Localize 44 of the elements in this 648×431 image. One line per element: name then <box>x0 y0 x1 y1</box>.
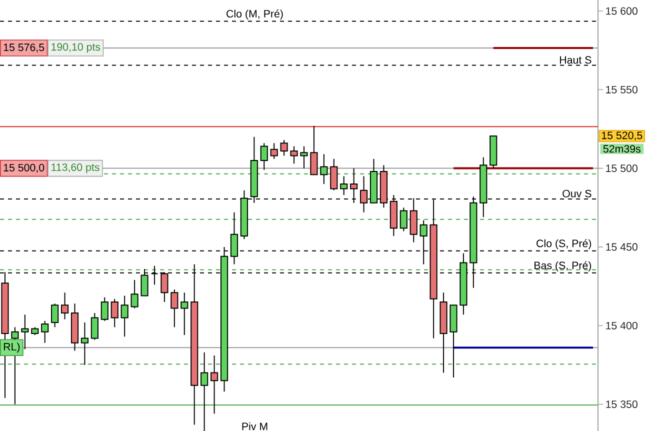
candlestick <box>170 288 178 328</box>
ref-line-label: 15 500,0 <box>4 164 44 173</box>
ref-line-label: Haut S <box>560 56 592 64</box>
candlestick <box>330 158 338 191</box>
candlestick <box>310 125 318 176</box>
candlestick <box>230 212 238 265</box>
candlestick <box>90 312 98 340</box>
candlestick <box>210 354 218 414</box>
candlestick <box>400 207 408 232</box>
annotation: 190,10 pts <box>52 43 100 53</box>
y-tick-label: 15 350 <box>606 400 638 408</box>
candlestick <box>130 279 138 309</box>
candlestick <box>200 352 208 431</box>
ref-line-label: Clo (S, Pré) <box>536 239 592 250</box>
y-tick-label: 15 500 <box>606 164 638 172</box>
ref-line-label: Clo (M, Pré) <box>226 10 283 20</box>
candlestick <box>80 322 89 366</box>
candlestick <box>260 142 268 170</box>
candlestick <box>120 295 128 338</box>
candlestick <box>270 142 278 160</box>
candlestick <box>180 292 188 336</box>
ref-line-label: Ouv S <box>562 190 592 198</box>
ref-line-label: Bas (S, Pré) <box>534 261 592 272</box>
candlestick <box>320 154 328 185</box>
candlestick <box>60 292 69 320</box>
candlestick <box>300 146 308 169</box>
text: 15 520,5 <box>602 132 642 140</box>
candlestick <box>290 146 298 164</box>
y-tick-label: 15 400 <box>606 322 638 330</box>
text: 52m39s <box>603 145 640 153</box>
y-tick-label: 15 450 <box>606 243 638 251</box>
candlestick <box>21 314 29 350</box>
candlestick <box>110 298 118 328</box>
y-tick-label: 15 550 <box>606 86 638 94</box>
y-tick-label: 15 600 <box>606 7 638 15</box>
candlestick <box>280 139 288 156</box>
candlestick <box>100 296 108 322</box>
candlestick <box>41 320 49 344</box>
annotation: Piv M <box>242 422 268 430</box>
ref-line-label: RL) <box>4 342 20 353</box>
ref-line-label: 15 576,5 <box>4 44 44 52</box>
candlestick <box>340 176 348 196</box>
annotation: 113,60 pts <box>52 163 100 174</box>
candlestick <box>51 303 59 328</box>
